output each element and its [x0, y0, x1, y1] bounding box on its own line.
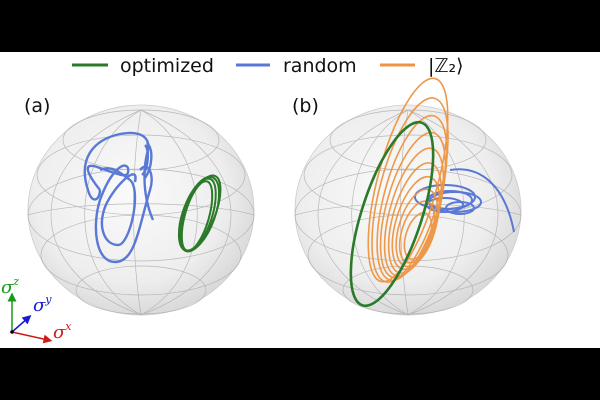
bloch-sphere-a — [27, 104, 255, 316]
legend-label-optimized: optimized — [120, 55, 214, 77]
panel-label-b: (b) — [292, 95, 319, 117]
trajectory-optimized-b — [349, 120, 435, 308]
axis-y-label: σy — [33, 293, 52, 316]
axis-x-label: σx — [53, 320, 72, 343]
axis-x-arrow — [11, 331, 53, 344]
legend-label-z2: |ℤ₂⟩ — [428, 55, 464, 77]
trajectory-optimized-a — [177, 174, 222, 253]
trajectory-random-a — [83, 131, 155, 264]
axes-triad: σz σy σx — [1, 275, 72, 344]
axis-z-label: σz — [1, 275, 19, 298]
legend: optimized random |ℤ₂⟩ — [72, 55, 464, 77]
panel-b: (b) — [292, 77, 522, 316]
panel-a: (a) — [24, 95, 255, 316]
legend-label-random: random — [283, 55, 357, 77]
panel-label-a: (a) — [24, 95, 50, 117]
axis-y-arrow — [11, 315, 32, 333]
trajectory-random-b — [414, 168, 515, 233]
